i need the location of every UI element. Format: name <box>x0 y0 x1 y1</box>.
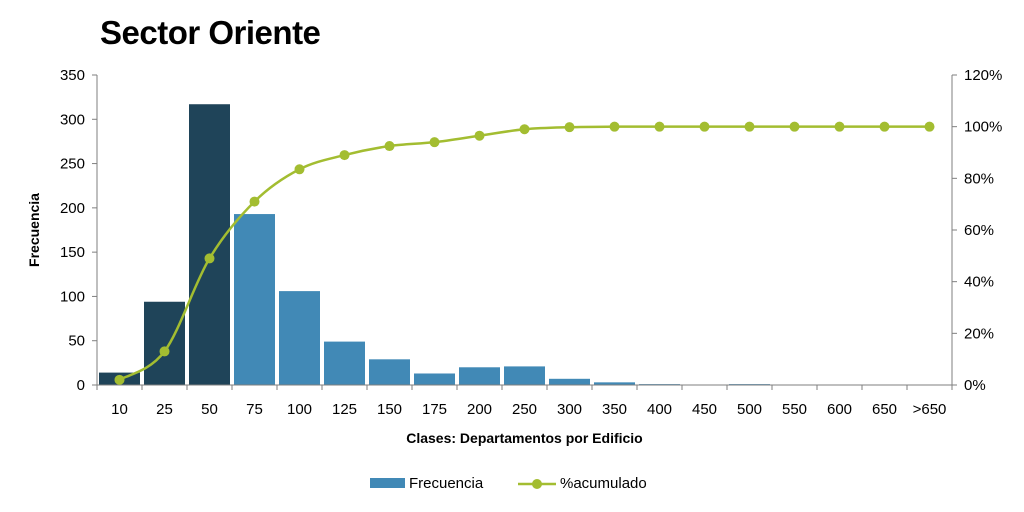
legend-label-frecuencia: Frecuencia <box>409 475 484 492</box>
cumulative-point-400 <box>654 121 665 132</box>
cumulative-point-75 <box>249 196 260 207</box>
x-tick-label: 350 <box>602 401 627 418</box>
y2-tick-label: 120% <box>964 67 1002 84</box>
y2-tick-label: 0% <box>964 377 986 394</box>
x-axis-title: Clases: Departamentos por Edificio <box>406 430 643 446</box>
chart-title: Sector Oriente <box>100 14 321 51</box>
x-tick-label: 550 <box>782 401 807 418</box>
x-tick-label: 150 <box>377 401 402 418</box>
cumulative-point-10 <box>114 374 125 385</box>
x-tick-label: 100 <box>287 401 312 418</box>
cumulative-point-250 <box>519 124 530 135</box>
bar-50 <box>189 104 230 385</box>
cumulative-point-25 <box>159 346 170 357</box>
bar-250 <box>504 366 545 385</box>
x-tick-label: 200 <box>467 401 492 418</box>
x-tick-label: 600 <box>827 401 852 418</box>
y-tick-label: 0 <box>77 377 85 394</box>
y-axis-title: Frecuencia <box>26 193 42 267</box>
x-tick-label: 175 <box>422 401 447 418</box>
y-tick-label: 50 <box>68 333 85 350</box>
x-tick-label: 500 <box>737 401 762 418</box>
x-tick-label: 25 <box>156 401 173 418</box>
x-tick-label: 50 <box>201 401 218 418</box>
x-tick-label: 650 <box>872 401 897 418</box>
bar-300 <box>549 378 590 385</box>
cumulative-point-100 <box>294 164 305 175</box>
legend-label-acumulado: %acumulado <box>560 475 647 492</box>
cumulative-point-50 <box>204 253 215 264</box>
y-tick-label: 150 <box>60 244 85 261</box>
x-tick-label: 300 <box>557 401 582 418</box>
x-tick-label: 75 <box>246 401 263 418</box>
cumulative-point-350 <box>609 121 620 132</box>
y2-tick-label: 100% <box>964 119 1002 136</box>
legend-swatch-frecuencia <box>370 478 405 488</box>
bar-150 <box>369 359 410 385</box>
x-tick-label: 400 <box>647 401 672 418</box>
x-tick-label: 250 <box>512 401 537 418</box>
y2-tick-label: 60% <box>964 222 994 239</box>
cumulative-point-200 <box>474 130 485 141</box>
bar-350 <box>594 382 635 385</box>
cumulative-point-300 <box>564 122 575 133</box>
x-tick-label: 10 <box>111 401 128 418</box>
cumulative-point-650 <box>879 121 890 132</box>
y-tick-label: 200 <box>60 200 85 217</box>
legend-swatch-marker <box>532 479 542 489</box>
y2-tick-label: 80% <box>964 170 994 187</box>
y2-tick-label: 40% <box>964 274 994 291</box>
y-tick-label: 350 <box>60 67 85 84</box>
cumulative-point->650 <box>924 121 935 132</box>
bar-25 <box>144 301 185 385</box>
cumulative-point-450 <box>699 121 710 132</box>
x-tick-label: 450 <box>692 401 717 418</box>
y-tick-label: 300 <box>60 111 85 128</box>
cumulative-point-175 <box>429 137 440 148</box>
bar-200 <box>459 367 500 385</box>
bar-175 <box>414 373 455 385</box>
cumulative-point-600 <box>834 121 845 132</box>
cumulative-point-125 <box>339 150 350 161</box>
x-tick-label: >650 <box>913 401 947 418</box>
cumulative-point-500 <box>744 121 755 132</box>
x-tick-label: 125 <box>332 401 357 418</box>
y-tick-label: 100 <box>60 288 85 305</box>
cumulative-point-150 <box>384 141 395 152</box>
y2-tick-label: 20% <box>964 325 994 342</box>
bar-75 <box>234 214 275 385</box>
y-tick-label: 250 <box>60 156 85 173</box>
bar-125 <box>324 341 365 385</box>
bar-100 <box>279 291 320 385</box>
cumulative-point-550 <box>789 121 800 132</box>
